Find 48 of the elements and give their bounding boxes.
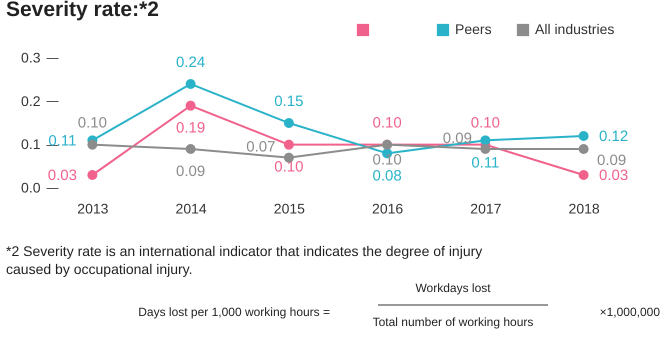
point (186, 144, 196, 154)
data-label: 0.19 (176, 120, 206, 137)
point (578, 131, 589, 141)
y-tick-label: 0.1 (21, 136, 41, 152)
point (186, 100, 196, 111)
data-label: 0.07 (246, 138, 276, 156)
y-tick-label: 0.0 (21, 180, 41, 196)
data-label: 0.10 (78, 114, 107, 132)
text: ×1,000,000 (600, 305, 660, 319)
data-label: 0.03 (48, 167, 77, 184)
point (480, 144, 490, 154)
data-label: 0.11 (48, 132, 76, 150)
point (578, 170, 589, 180)
text: Workdays lost (415, 281, 492, 295)
x-tick-label: 2017 (470, 200, 502, 216)
data-label: 0.12 (599, 128, 628, 145)
point (284, 118, 294, 128)
point (284, 140, 294, 150)
legend-label: Peers (455, 21, 492, 37)
data-label: 0.10 (470, 114, 500, 132)
data-label: 0.09 (597, 152, 626, 169)
data-label: 0.10 (372, 114, 402, 132)
point (480, 135, 490, 146)
text: Total number of working hours (372, 315, 534, 329)
x-tick-label: 2015 (274, 200, 306, 216)
point (87, 170, 98, 180)
data-label: 0.15 (274, 93, 304, 110)
data-label: 0.03 (599, 167, 628, 184)
data-label: 0.09 (176, 163, 206, 180)
point (87, 140, 98, 150)
x-tick-label: 2018 (568, 200, 600, 216)
text: *2 Severity rate is an international indicator that indicates the degree of injury caused by occupational injury. (6, 243, 482, 277)
point (186, 79, 196, 89)
chart-title: Severity rate:*2 (6, 0, 159, 21)
data-label: 0.11 (471, 154, 500, 172)
y-tick-label: 0.3 (21, 50, 41, 66)
legend-label: All industries (535, 21, 614, 37)
text: Days lost per 1,000 working hours = (138, 305, 330, 319)
data-label: 0.24 (176, 54, 206, 71)
data-label: 0.10 (274, 158, 304, 176)
point (578, 144, 589, 154)
data-label: 0.08 (372, 167, 402, 184)
x-tick-label: 2013 (77, 200, 109, 216)
x-tick-label: 2016 (372, 200, 404, 216)
data-label: 0.09 (442, 130, 472, 147)
data-label: 0.10 (372, 152, 402, 169)
y-tick-label: 0.2 (21, 92, 41, 109)
x-tick-label: 2014 (176, 200, 207, 216)
